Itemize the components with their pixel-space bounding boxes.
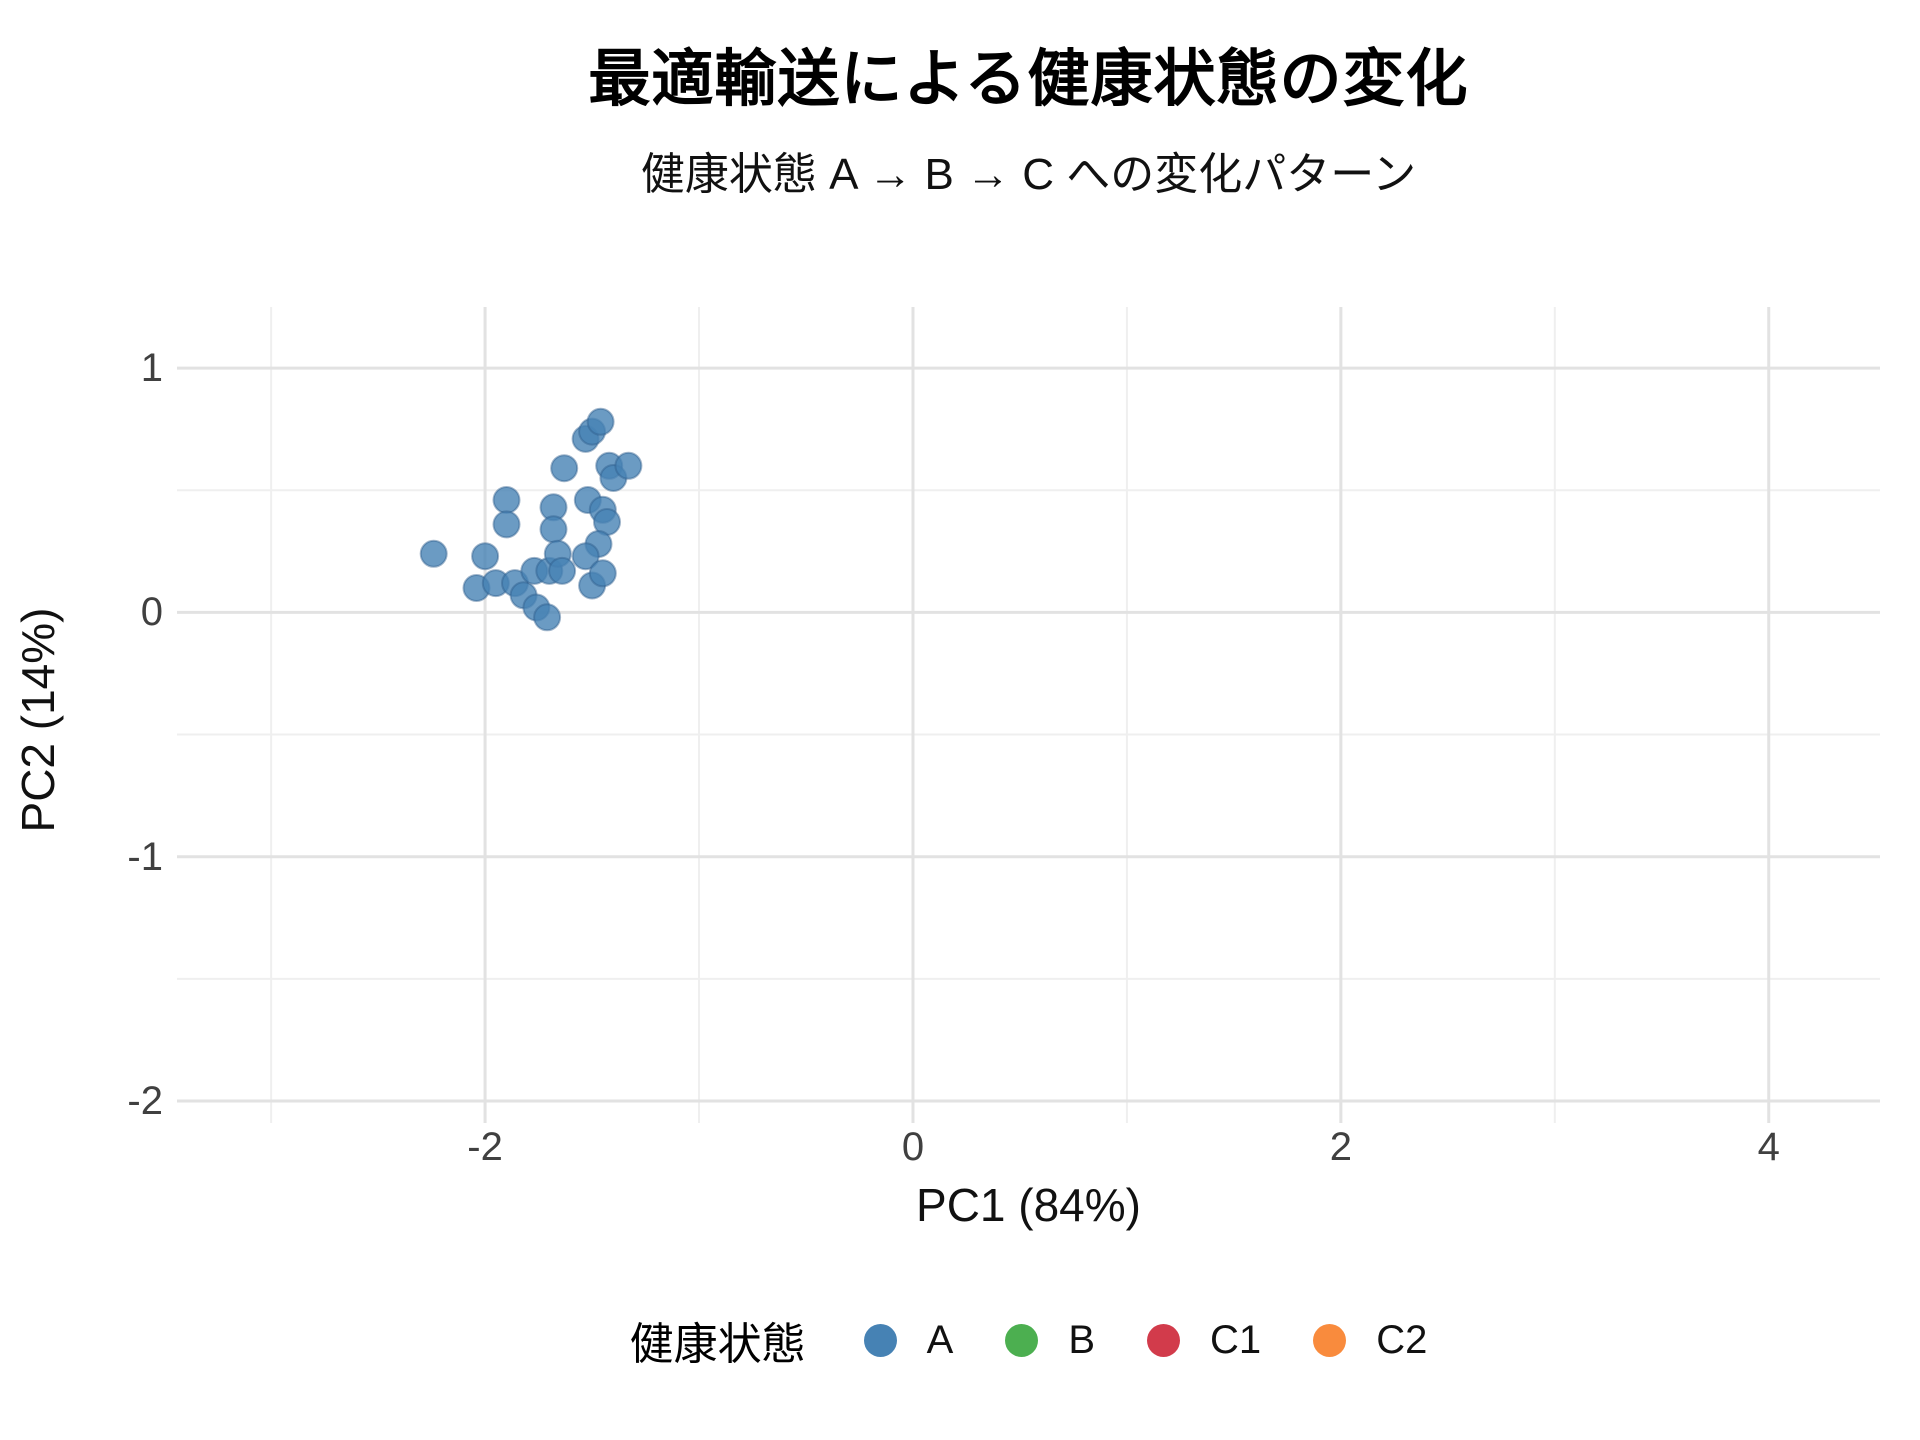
data-point-A [571,542,600,571]
x-tick-label: -2 [467,1125,503,1169]
legend: 健康状態 A B C1 C2 [177,1300,1880,1380]
legend-label: C1 [1210,1317,1262,1362]
legend-items: A B C1 C2 [863,1317,1427,1363]
data-point-A [539,515,568,544]
legend-label: A [926,1317,954,1362]
x-tick-label: 0 [901,1125,925,1169]
y-tick-label: 1 [140,346,163,391]
legend-item-A: A [863,1317,954,1363]
legend-item-C2: C2 [1313,1318,1427,1363]
legend-title: 健康状態 [629,1320,806,1369]
legend-swatch-A-icon [863,1323,897,1357]
legend-item-C1: C1 [1147,1318,1261,1363]
chart-title: 最適輸送による健康状態の変化 [588,45,1469,114]
legend-swatch-C1-icon [1147,1323,1181,1357]
plot-panel [177,307,1880,1123]
data-point-A [550,454,579,483]
data-point-A [492,510,521,539]
legend-item-B: B [1005,1318,1095,1363]
x-tick-label: 2 [1329,1125,1352,1169]
legend-label: C2 [1376,1317,1428,1362]
data-point-A [548,556,577,585]
y-axis-title: PC2 (14%) [12,607,64,833]
data-point-A [588,559,617,588]
chart-subtitle: 健康状態 A → B → C への変化パターン [640,150,1417,199]
y-tick-label: 0 [140,590,163,635]
data-point-A [586,407,615,436]
legend-swatch-B-icon [1005,1323,1039,1357]
y-tick-label: -1 [127,834,163,879]
y-tick-label: -2 [127,1079,163,1123]
x-axis-title: PC1 (84%) [916,1179,1141,1231]
data-point-A [471,542,500,571]
data-point-A [492,486,521,514]
plot-canvas [177,307,1880,1123]
legend-swatch-C2-icon [1313,1323,1347,1357]
data-point-A [614,451,643,480]
data-point-A [419,539,448,568]
legend-label: B [1068,1317,1096,1362]
x-tick-label: 4 [1757,1125,1780,1169]
data-point-A [533,603,562,632]
